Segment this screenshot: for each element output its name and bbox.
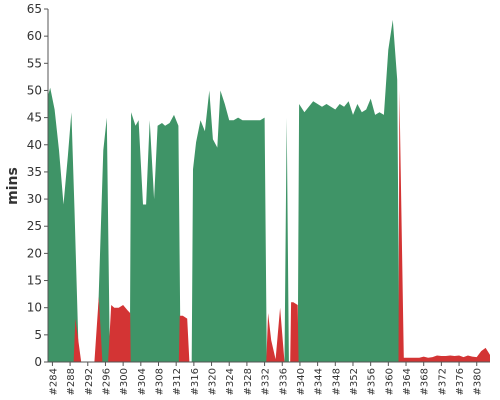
x-tick-label: #296 xyxy=(102,368,113,395)
x-tick-label: #320 xyxy=(208,368,219,395)
x-tick-label: #292 xyxy=(84,368,95,395)
x-tick-label: #324 xyxy=(225,368,236,395)
x-tick-label: #364 xyxy=(402,368,413,395)
x-tick-label: #312 xyxy=(172,368,183,395)
x-tick-label: #284 xyxy=(48,368,59,395)
y-tick-label: 30 xyxy=(27,192,42,206)
y-tick-label: 0 xyxy=(34,355,42,369)
y-tick-label: 15 xyxy=(27,274,42,288)
y-tick-label: 65 xyxy=(27,2,42,16)
x-tick-label: #304 xyxy=(137,368,148,395)
x-tick-label: #360 xyxy=(384,368,395,395)
y-tick-label: 10 xyxy=(27,301,42,315)
y-tick-label: 40 xyxy=(27,138,42,152)
x-tick-label: #368 xyxy=(420,368,431,395)
x-tick-label: #372 xyxy=(437,368,448,395)
x-tick-label: #308 xyxy=(155,368,166,395)
y-tick-label: 25 xyxy=(27,219,42,233)
x-tick-label: #340 xyxy=(296,368,307,395)
y-tick-label: 60 xyxy=(27,29,42,43)
x-tick-label: #380 xyxy=(473,368,484,395)
y-tick-label: 20 xyxy=(27,246,42,260)
x-tick-label: #356 xyxy=(367,368,378,395)
y-tick-label: 50 xyxy=(27,83,42,97)
y-tick-label: 35 xyxy=(27,165,42,179)
x-tick-label: #344 xyxy=(314,368,325,395)
y-tick-label: 45 xyxy=(27,111,42,125)
x-tick-label: #300 xyxy=(119,368,130,395)
x-tick-label: #288 xyxy=(66,368,77,395)
x-tick-label: #332 xyxy=(261,368,272,395)
x-tick-label: #348 xyxy=(331,368,342,395)
y-tick-label: 55 xyxy=(27,56,42,70)
y-axis-title: mins xyxy=(5,167,21,205)
y-axis: 0 5 10 15 20 25 30 35 40 45 50 55 60 65 xyxy=(27,2,49,369)
x-tick-label: #376 xyxy=(455,368,466,395)
area-series-1 xyxy=(48,19,400,363)
y-tick-label: 5 xyxy=(34,328,42,342)
x-tick-label: #316 xyxy=(190,368,201,395)
x-tick-label: #352 xyxy=(349,368,360,395)
area-series-2 xyxy=(73,90,490,362)
x-tick-label: #328 xyxy=(243,368,254,395)
x-tick-label: #336 xyxy=(278,368,289,395)
x-axis: #284 #288 #292 #296 #300 #304 #308 #312 #316 #320… xyxy=(48,361,490,395)
chart-areas xyxy=(48,19,490,363)
